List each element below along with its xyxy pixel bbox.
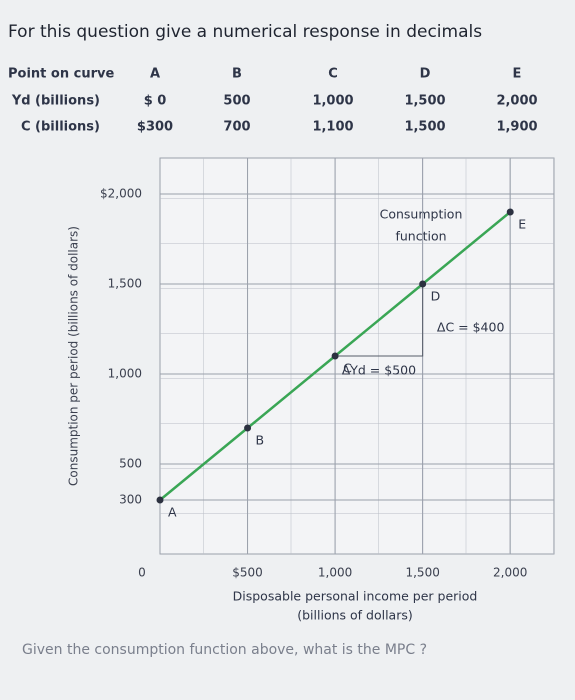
curve-label: function	[395, 229, 446, 244]
x-axis-title: Disposable personal income per period	[233, 589, 478, 604]
y-tick-label: 1,000	[108, 367, 142, 381]
delta-triangle	[335, 284, 424, 357]
x-tick-label: 1,000	[318, 566, 352, 580]
delta-c: ΔC = $400	[437, 320, 505, 335]
table-cell: 2,000	[496, 94, 537, 109]
delta-yd: ΔYd = $500	[342, 363, 416, 378]
table-cell: 500	[223, 94, 250, 109]
table-header: C	[328, 67, 338, 82]
y-tick-label: $2,000	[100, 187, 142, 201]
point	[506, 208, 514, 216]
table-cell: C (billions)	[21, 120, 100, 135]
table-header: Point on curve	[8, 67, 114, 82]
table-cell: Yd (billions)	[11, 94, 100, 109]
table-cell: 1,500	[404, 120, 445, 135]
point	[331, 352, 339, 360]
y-tick-label: 1,500	[108, 277, 142, 291]
table-cell: 1,900	[496, 120, 537, 135]
x-tick-label: 2,000	[493, 566, 527, 580]
point	[419, 280, 427, 288]
y-tick-label: 500	[119, 457, 142, 471]
curve-label: Consumption	[380, 207, 463, 222]
table-cell: 1,500	[404, 94, 445, 109]
x-axis-unit: (billions of dollars)	[297, 608, 413, 623]
table-cell: $300	[137, 120, 173, 135]
point-label: E	[518, 217, 526, 232]
table-cell: 1,000	[312, 94, 353, 109]
footer-question: Given the consumption function above, wh…	[22, 642, 427, 658]
x-tick-label: 0	[138, 566, 146, 580]
table-cell: 700	[223, 120, 250, 135]
table-cell: 1,100	[312, 120, 353, 135]
point-label: D	[431, 289, 441, 304]
table-header: A	[150, 67, 160, 82]
question: For this question give a numerical respo…	[8, 22, 482, 42]
table-header: E	[513, 67, 522, 82]
point	[244, 424, 252, 432]
table-cell: $ 0	[144, 94, 167, 109]
table-header: B	[232, 67, 242, 82]
x-tick-label: $500	[232, 566, 263, 580]
point-label: C	[343, 361, 352, 376]
y-axis-title: Consumption per period (billions of doll…	[67, 226, 81, 486]
x-tick-label: 1,500	[405, 566, 439, 580]
point-label: B	[256, 433, 265, 448]
y-tick-label: 300	[119, 493, 142, 507]
point-label: A	[168, 505, 177, 520]
table-header: D	[420, 67, 431, 82]
point	[156, 496, 164, 504]
